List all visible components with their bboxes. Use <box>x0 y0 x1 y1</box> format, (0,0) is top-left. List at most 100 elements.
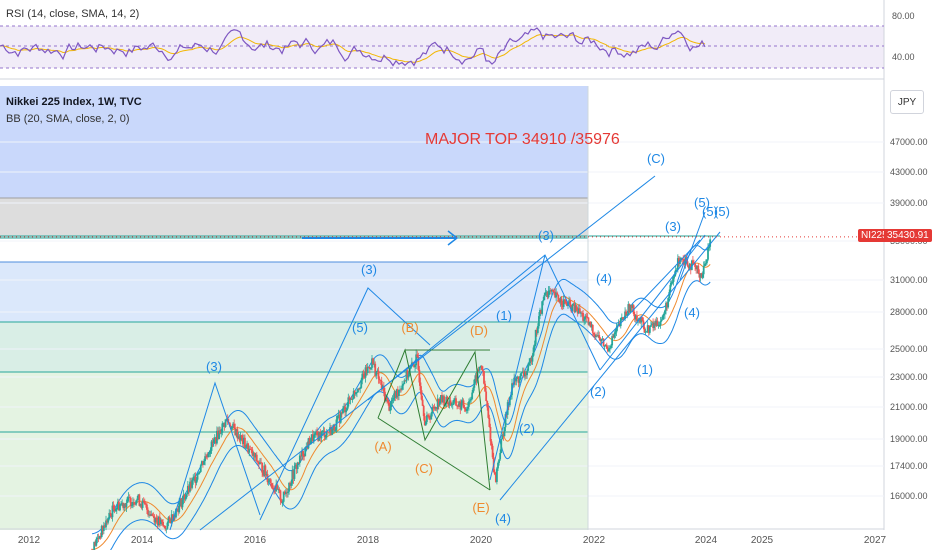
candle-body <box>642 320 645 328</box>
candle-body <box>530 358 533 362</box>
candle-body <box>409 366 412 369</box>
y-tick-label: 21000.00 <box>890 402 928 412</box>
candle-body <box>239 435 242 441</box>
candle-body <box>106 520 108 523</box>
candle-body <box>373 363 376 365</box>
candle-body <box>445 396 448 404</box>
candle-body <box>181 499 184 508</box>
candle-body <box>289 482 292 486</box>
candle-body <box>130 505 133 507</box>
candle-body <box>167 517 170 523</box>
candle-body <box>278 489 281 491</box>
candle-body <box>482 369 484 371</box>
candle-body <box>114 509 117 512</box>
candle-body <box>220 432 223 434</box>
candle-body <box>165 528 168 530</box>
candle-body <box>135 500 138 505</box>
candle-body <box>95 538 98 546</box>
candle-body <box>457 405 460 407</box>
candle-body <box>263 465 266 476</box>
candle-body <box>535 329 538 333</box>
candle-body <box>382 385 385 392</box>
candle-body <box>559 298 562 303</box>
candle-body <box>433 406 436 409</box>
candle-body <box>493 472 496 475</box>
candle-body <box>344 406 346 413</box>
candle-body <box>578 308 581 314</box>
candle-body <box>581 312 583 314</box>
candle-body <box>378 378 381 380</box>
candle-body <box>379 379 382 381</box>
candle-body <box>104 525 106 528</box>
candle-body <box>246 443 248 448</box>
candle-body <box>423 416 426 426</box>
candle-body <box>354 392 357 395</box>
candle-body <box>470 398 472 401</box>
candle-body <box>555 292 558 298</box>
candle-body <box>292 470 295 479</box>
candle-body <box>454 398 456 401</box>
candle-body <box>192 478 195 481</box>
candle-body <box>670 283 673 285</box>
candle-body <box>291 470 294 484</box>
candle-body <box>395 389 398 398</box>
candle-body <box>473 379 476 388</box>
candle-body <box>406 370 409 378</box>
candle-body <box>356 392 358 393</box>
candle-body <box>540 309 542 314</box>
candle-body <box>640 317 643 323</box>
candle-body <box>228 422 231 427</box>
candle-body <box>542 300 545 302</box>
wave-label: (5) <box>714 204 730 219</box>
candle-body <box>336 415 339 420</box>
candle-body <box>183 494 186 500</box>
candle-body <box>420 390 423 400</box>
candle-body <box>707 248 709 260</box>
candle-body <box>662 313 665 316</box>
wave-label: (3) <box>361 262 377 277</box>
candle-body <box>405 370 408 382</box>
wave-line <box>499 231 721 501</box>
candle-body <box>151 514 154 516</box>
candle-body <box>363 374 366 378</box>
candle-body <box>529 358 532 363</box>
candle-body <box>550 289 553 292</box>
candle-body <box>575 305 578 311</box>
candle-body <box>456 405 458 407</box>
candle-body <box>458 401 461 407</box>
candle-body <box>269 479 272 484</box>
arrow-head <box>447 230 459 246</box>
candle-body <box>211 441 214 443</box>
candle-body <box>323 430 326 438</box>
currency-button[interactable]: JPY <box>890 90 924 114</box>
wave-line <box>599 234 706 371</box>
candle-body <box>153 516 156 523</box>
candle-body <box>426 415 428 422</box>
candle-body <box>588 321 591 325</box>
wave-label-orange: (B) <box>401 320 418 335</box>
candle-body <box>465 408 468 411</box>
candle-body <box>602 338 605 347</box>
candle-body <box>489 427 492 442</box>
candle-body <box>259 462 261 465</box>
last-price-tag: 35430.91 <box>884 229 932 242</box>
candle-body <box>122 502 125 509</box>
candle-body <box>613 334 616 338</box>
candle-body <box>156 520 159 526</box>
candle-body <box>655 320 658 326</box>
candle-body <box>208 453 211 455</box>
wave-label: (3) <box>206 359 222 374</box>
candle-body <box>237 436 240 439</box>
y-tick-label: 16000.00 <box>890 491 928 501</box>
candle-body <box>669 284 672 293</box>
candle-body <box>505 414 508 415</box>
candle-body <box>434 407 437 409</box>
candle-body <box>398 389 400 397</box>
candle-body <box>177 508 180 513</box>
candle-body <box>564 299 567 304</box>
candle-body <box>679 260 681 264</box>
wave-label: (5) <box>702 204 718 219</box>
wave-line <box>679 211 706 281</box>
candle-body <box>149 514 152 516</box>
